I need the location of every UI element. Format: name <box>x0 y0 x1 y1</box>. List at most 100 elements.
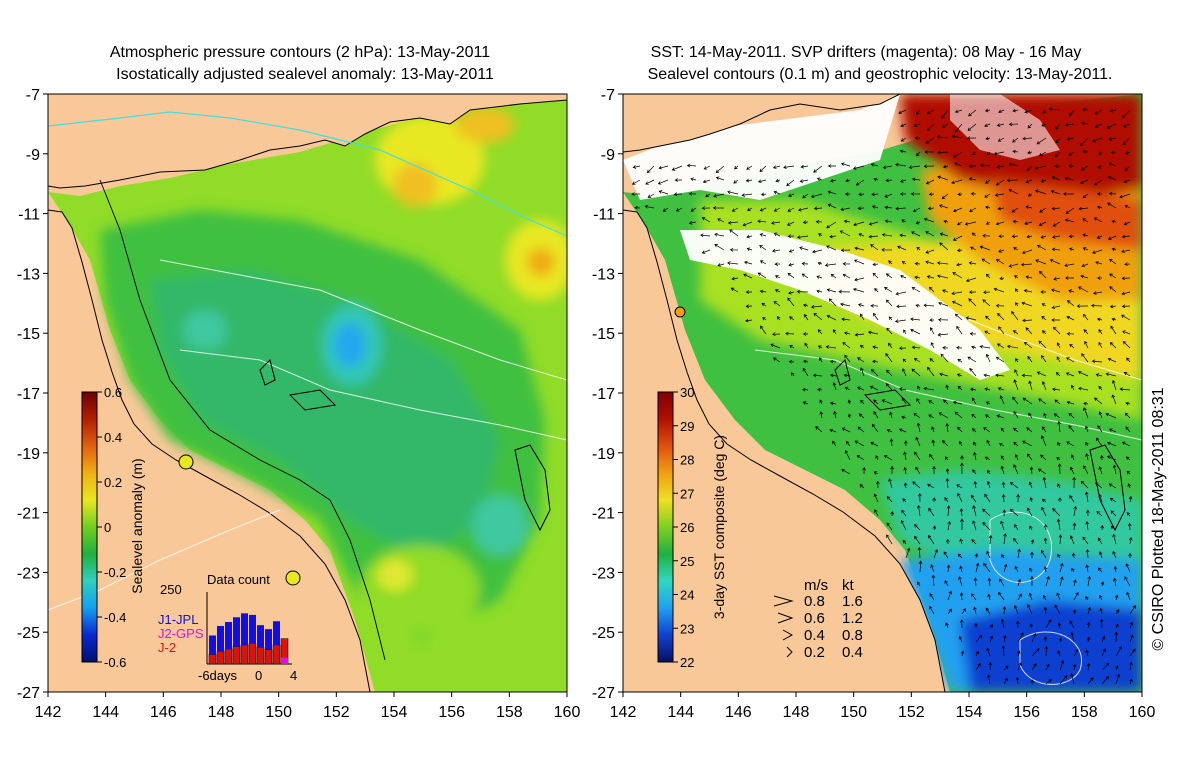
velocity-arrow-28 <box>1055 123 1061 130</box>
velocity-arrow-339 <box>774 275 781 279</box>
velocity-arrow-56 <box>972 151 977 156</box>
velocity-arrow-647 <box>1125 426 1131 433</box>
velocity-arrow-673 <box>883 455 893 461</box>
velocity-arrow-525 <box>1081 353 1089 363</box>
velocity-arrow-477 <box>770 343 781 349</box>
left-colorbar-tick-label-5: -0.4 <box>104 610 126 625</box>
velocity-arrow-697 <box>932 465 936 475</box>
velocity-arrow-493 <box>997 343 1005 349</box>
velocity-arrow-671 <box>856 455 865 461</box>
left-colorbar: 0.6 0.4 0.2 0 -0.2 -0.4 -0.6 Sealevel anomaly … <box>81 385 145 670</box>
velocity-arrow-618 <box>1043 412 1047 419</box>
velocity-arrow-300 <box>1051 247 1061 252</box>
velocity-arrow-841 <box>944 580 949 587</box>
velocity-arrow-411 <box>982 299 991 307</box>
velocity-arrow-824 <box>930 564 935 573</box>
velocity-arrow-276 <box>714 244 725 251</box>
velocity-arrow-823 <box>918 560 923 573</box>
velocity-arrow-882 <box>1099 607 1103 615</box>
velocity-arrow-65 <box>1098 151 1103 155</box>
velocity-arrow-747 <box>1084 491 1089 503</box>
velocity-arrow-342 <box>816 275 823 279</box>
velocity-arrow-704 <box>1029 466 1034 475</box>
velocity-arrow-867 <box>1099 594 1103 601</box>
velocity-arrow-106 <box>657 179 669 185</box>
velocity-arrow-48 <box>1091 137 1103 143</box>
velocity-arrow-458 <box>867 330 879 335</box>
velocity-arrow-896 <box>1099 618 1104 629</box>
velocity-arrow-35 <box>914 136 921 140</box>
velocity-arrow-862 <box>1028 592 1033 601</box>
right-x-label-0: 142 <box>610 704 637 721</box>
velocity-arrow-265 <box>998 234 1005 239</box>
left-y-label-2: -11 <box>18 207 40 224</box>
velocity-arrow-603 <box>833 410 837 419</box>
velocity-arrow-807 <box>917 546 922 559</box>
velocity-arrow-229 <box>923 217 935 223</box>
velocity-arrow-939 <box>1015 677 1020 685</box>
velocity-arrow-285 <box>840 248 851 253</box>
velocity-arrow-55 <box>953 151 963 158</box>
velocity-arrow-214 <box>717 218 725 223</box>
velocity-arrow-47 <box>1079 137 1089 147</box>
velocity-arrow-435 <box>929 318 935 322</box>
left-y-label-9: -25 <box>17 625 40 642</box>
velocity-arrow-849 <box>1059 576 1064 587</box>
velocity-arrow-18 <box>913 123 921 127</box>
left-y-label-10: -27 <box>17 685 40 702</box>
velocity-arrow-745 <box>1058 497 1062 503</box>
velocity-arrow-353 <box>965 277 977 283</box>
velocity-legend-rows: 0.8 1.60.6 1.20.4 0.80.2 0.4 <box>773 593 863 661</box>
velocity-arrow-836 <box>1098 567 1103 573</box>
velocity-arrow-394 <box>745 304 753 309</box>
data-count-bars <box>208 613 289 665</box>
data-count-legend-2: J-2 <box>158 640 176 655</box>
velocity-arrow-578 <box>802 401 809 405</box>
velocity-arrow-539 <box>927 366 935 377</box>
velocity-arrow-717 <box>927 483 935 489</box>
velocity-arrow-508 <box>844 354 851 363</box>
data-count-bar-j2-8 <box>272 644 281 665</box>
velocity-arrow-180 <box>690 207 697 212</box>
velocity-arrow-602 <box>819 411 824 419</box>
velocity-arrow-530 <box>802 367 809 377</box>
velocity-arrow-112 <box>745 178 753 183</box>
velocity-arrow-348 <box>900 274 907 279</box>
velocity-arrow-314 <box>824 263 837 267</box>
velocity-arrow-640 <box>1026 427 1033 433</box>
velocity-arrow-931 <box>1059 660 1065 671</box>
velocity-arrow-248 <box>759 233 767 237</box>
velocity-arrow-268 <box>1040 235 1047 239</box>
velocity-legend-kt-3: 0.4 <box>842 644 863 661</box>
velocity-arrow-651 <box>870 441 879 447</box>
right-colorbar-tick-label-0: 30 <box>680 385 694 400</box>
velocity-arrow-138 <box>1107 175 1117 181</box>
velocity-arrow-818 <box>1071 552 1076 559</box>
left-y-label-3: -13 <box>17 266 40 283</box>
velocity-arrow-390 <box>1077 286 1089 293</box>
velocity-arrow-6 <box>984 108 991 113</box>
right-cape-york <box>623 209 946 692</box>
velocity-arrow-821 <box>1112 550 1117 559</box>
velocity-arrow-608 <box>901 415 907 420</box>
velocity-arrow-626 <box>829 428 837 433</box>
velocity-arrow-9 <box>1024 109 1033 114</box>
data-count-bar-j1-1 <box>217 625 224 652</box>
left-y-label-1: -9 <box>26 147 40 164</box>
velocity-arrow-792 <box>945 538 950 545</box>
left-marker-2 <box>285 570 301 586</box>
velocity-arrow-407 <box>923 303 935 308</box>
velocity-arrow-279 <box>759 244 767 251</box>
velocity-arrow-4 <box>954 109 963 114</box>
velocity-arrow-34 <box>900 137 907 142</box>
velocity-arrow-218 <box>771 221 781 225</box>
velocity-arrow-928 <box>1017 662 1022 671</box>
velocity-arrow-404 <box>885 299 893 307</box>
velocity-arrow-171 <box>1062 192 1074 196</box>
credit-text: © CSIRO Plotted 18-May-2011 08:31 <box>1150 387 1167 650</box>
velocity-arrow-738 <box>957 492 963 503</box>
right-colorbar-tick-label-3: 27 <box>680 486 694 501</box>
velocity-arrow-564 <box>945 384 949 391</box>
velocity-arrow-21 <box>954 123 963 133</box>
velocity-arrow-674 <box>903 451 907 461</box>
